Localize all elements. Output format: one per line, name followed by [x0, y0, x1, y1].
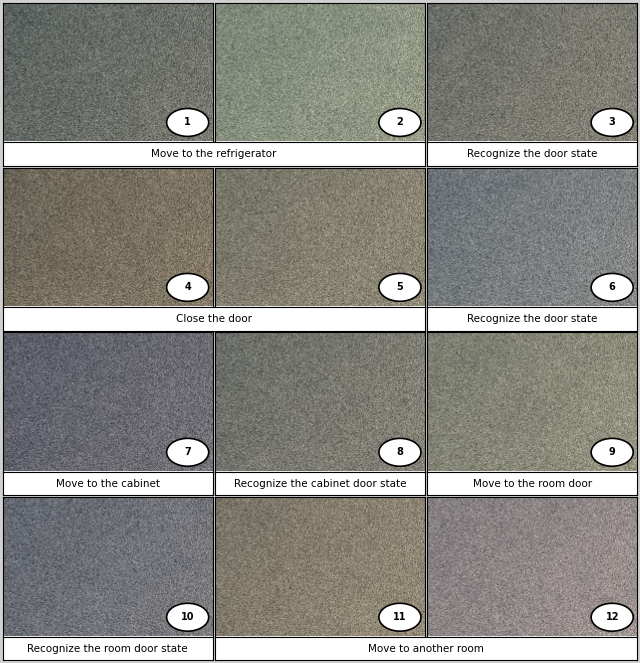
Text: 2: 2 — [397, 117, 403, 127]
Text: Close the door: Close the door — [176, 314, 252, 324]
Circle shape — [379, 273, 421, 301]
Circle shape — [591, 438, 633, 466]
Text: Recognize the room door state: Recognize the room door state — [28, 644, 188, 654]
Text: Recognize the door state: Recognize the door state — [467, 149, 598, 158]
Text: 10: 10 — [181, 612, 195, 622]
Circle shape — [166, 109, 209, 137]
Text: 5: 5 — [397, 282, 403, 292]
Circle shape — [591, 109, 633, 137]
Text: Move to the room door: Move to the room door — [473, 479, 592, 489]
Text: Move to the cabinet: Move to the cabinet — [56, 479, 160, 489]
Text: 6: 6 — [609, 282, 616, 292]
Circle shape — [166, 438, 209, 466]
Circle shape — [379, 438, 421, 466]
Text: Move to the refrigerator: Move to the refrigerator — [151, 149, 276, 158]
Circle shape — [591, 603, 633, 631]
Text: 7: 7 — [184, 448, 191, 457]
Text: 12: 12 — [605, 612, 619, 622]
Circle shape — [591, 273, 633, 301]
Circle shape — [379, 109, 421, 137]
Circle shape — [379, 603, 421, 631]
Circle shape — [166, 273, 209, 301]
Text: 9: 9 — [609, 448, 616, 457]
Text: 8: 8 — [397, 448, 403, 457]
Text: Recognize the cabinet door state: Recognize the cabinet door state — [234, 479, 406, 489]
Text: 11: 11 — [393, 612, 406, 622]
Text: 3: 3 — [609, 117, 616, 127]
Text: Recognize the door state: Recognize the door state — [467, 314, 598, 324]
Text: Move to another room: Move to another room — [368, 644, 484, 654]
Text: 1: 1 — [184, 117, 191, 127]
Text: 4: 4 — [184, 282, 191, 292]
Circle shape — [166, 603, 209, 631]
